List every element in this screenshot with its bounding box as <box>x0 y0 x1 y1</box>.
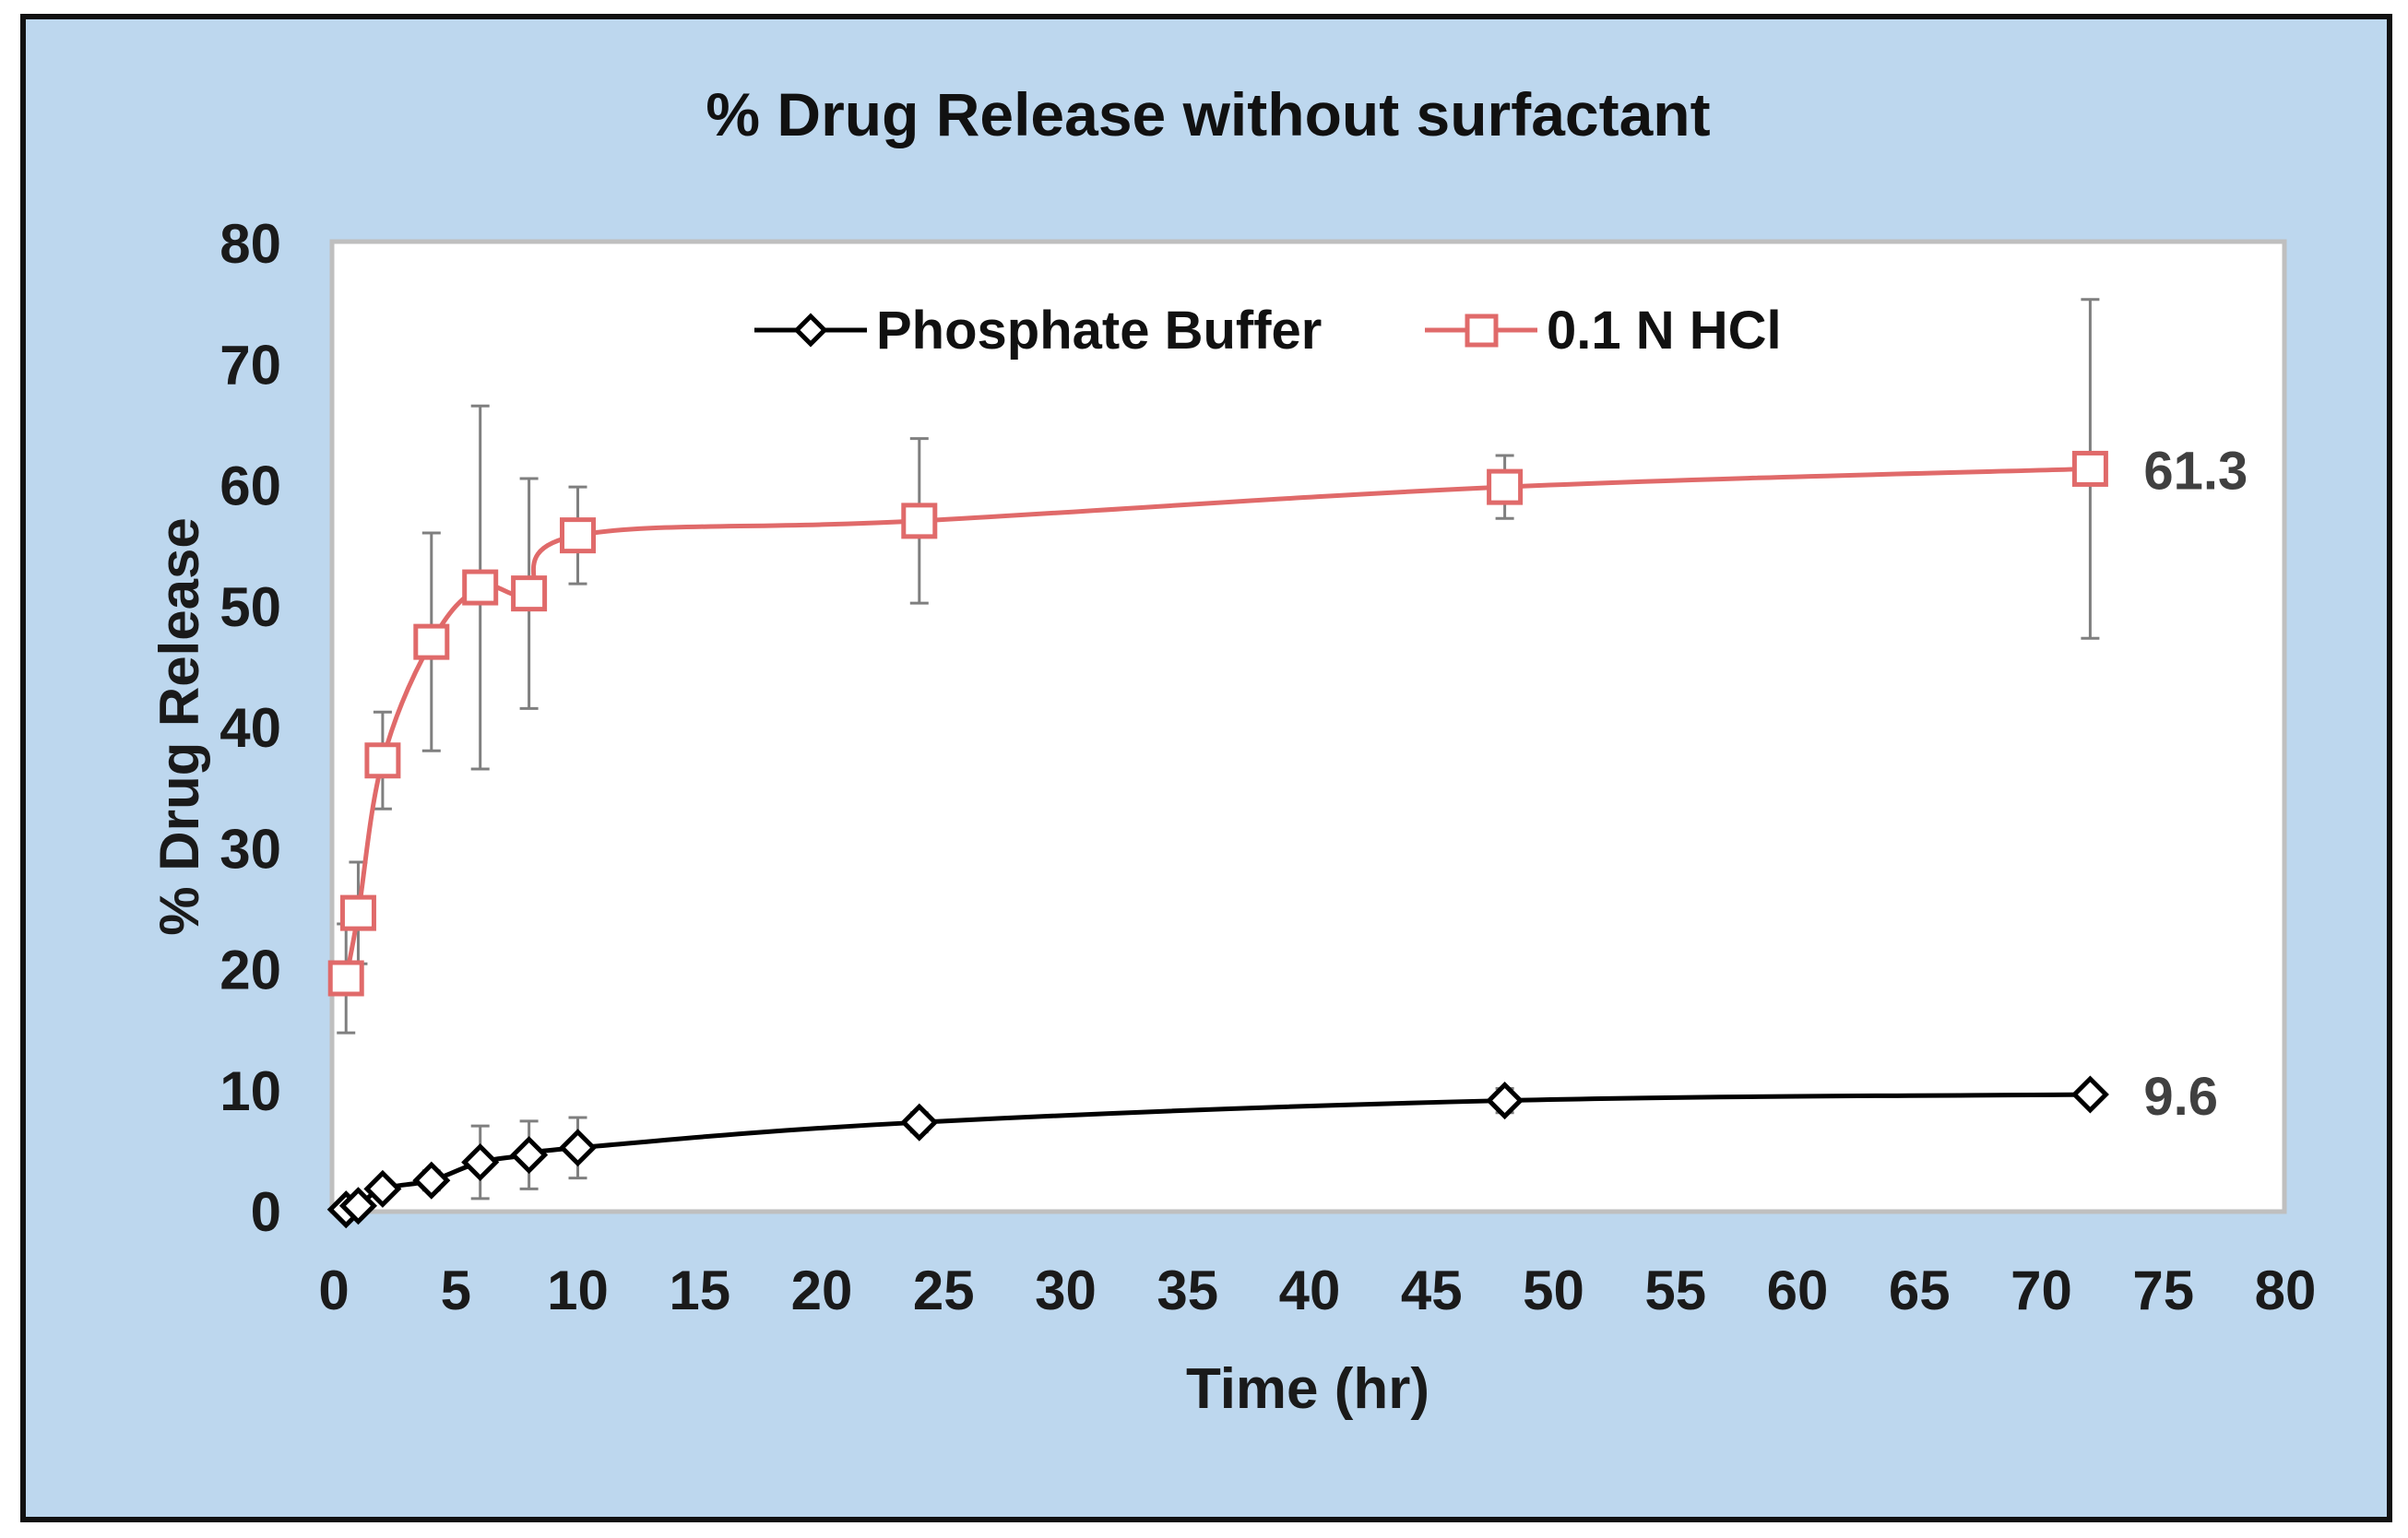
x-tick-label: 45 <box>1401 1260 1463 1321</box>
x-tick-label: 0 <box>318 1260 349 1321</box>
data-point-marker <box>1487 468 1524 505</box>
x-tick-label: 25 <box>913 1260 975 1321</box>
data-point-marker <box>364 742 401 779</box>
y-tick-label: 70 <box>219 334 281 396</box>
data-point-marker <box>901 503 938 539</box>
end-value-label: 61.3 <box>2143 441 2248 501</box>
data-point-marker <box>462 569 499 606</box>
y-axis-label: % Drug Release <box>148 517 210 936</box>
y-tick-label: 80 <box>219 213 281 275</box>
data-point-marker <box>461 1142 500 1182</box>
x-tick-label: 60 <box>1767 1260 1829 1321</box>
legend-label-phosphate-buffer: Phosphate Buffer <box>876 301 1322 361</box>
axis-ticks: 0 5 10 15 20 25 30 35 40 45 50 55 60 65 70 75 80 0 10 20 30 4… <box>219 213 2316 1321</box>
x-tick-label: 35 <box>1157 1260 1218 1321</box>
y-tick-label: 0 <box>251 1181 281 1243</box>
x-axis-label: Time (hr) <box>1186 1357 1429 1421</box>
data-point-marker <box>560 517 596 554</box>
y-tick-label: 50 <box>219 576 281 638</box>
data-point-marker <box>339 894 376 931</box>
x-tick-label: 15 <box>669 1260 730 1321</box>
data-point-marker <box>412 1161 451 1200</box>
data-point-marker <box>2071 450 2108 487</box>
data-point-marker <box>558 1129 598 1167</box>
data-point-marker <box>2070 1075 2109 1114</box>
y-tick-label: 40 <box>219 697 281 759</box>
x-tick-label: 30 <box>1035 1260 1097 1321</box>
data-point-marker <box>338 1187 377 1225</box>
data-point-marker <box>327 960 364 997</box>
data-point-marker <box>510 1136 549 1175</box>
data-point-marker <box>363 1169 402 1208</box>
x-tick-label: 65 <box>1889 1260 1951 1321</box>
plot-area <box>329 239 2287 1214</box>
legend: Phosphate Buffer 0.1 N HCl <box>754 301 1782 361</box>
x-tick-label: 70 <box>2011 1260 2072 1321</box>
legend-marker-hcl <box>1465 314 1499 348</box>
y-tick-label: 60 <box>219 455 281 517</box>
x-tick-label: 75 <box>2132 1260 2194 1321</box>
x-tick-label: 55 <box>1644 1260 1706 1321</box>
y-tick-label: 20 <box>219 940 281 1001</box>
legend-marker-phosphate-buffer <box>793 313 828 348</box>
y-tick-label: 30 <box>219 818 281 880</box>
data-series: 9.6 61.3 <box>326 298 2248 1229</box>
end-value-label: 9.6 <box>2143 1067 2218 1127</box>
x-tick-label: 5 <box>441 1260 471 1321</box>
x-tick-label: 10 <box>547 1260 609 1321</box>
y-tick-label: 10 <box>219 1060 281 1122</box>
data-point-marker <box>900 1103 939 1142</box>
x-tick-label: 40 <box>1279 1260 1341 1321</box>
x-tick-label: 80 <box>2255 1260 2317 1321</box>
series-0-1-n-hcl: 61.3 <box>327 298 2248 1035</box>
data-point-marker <box>1486 1082 1524 1120</box>
chart-title: % Drug Release without surfactant <box>706 80 1710 148</box>
x-tick-label: 20 <box>791 1260 853 1321</box>
series-phosphate-buffer: 9.6 <box>326 1067 2218 1229</box>
data-point-marker <box>511 575 548 612</box>
x-tick-label: 50 <box>1523 1260 1584 1321</box>
legend-label-hcl: 0.1 N HCl <box>1547 301 1782 361</box>
data-point-marker <box>413 623 450 660</box>
